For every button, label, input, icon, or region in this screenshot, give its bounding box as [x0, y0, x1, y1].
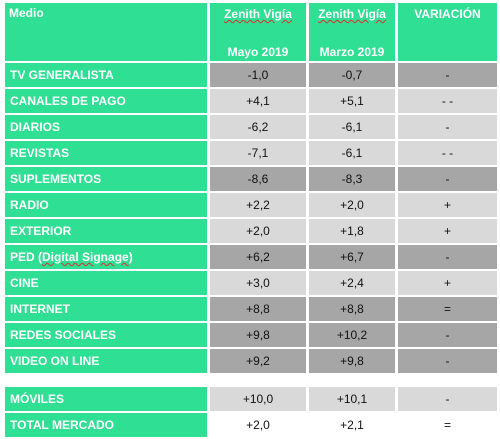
header-mayo-line2: Mayo 2019: [227, 45, 289, 59]
row-marzo-value: +1,8: [309, 219, 395, 243]
row-name-text: PED (Digital Signage): [10, 250, 133, 264]
spacer-row: [5, 375, 497, 385]
row-name: DIARIOS: [5, 115, 207, 139]
table-row: VIDEO ON LINE +9,2 +9,8-: [5, 349, 497, 373]
table-footer: MÓVILES +10,0 +10,1- TOTAL MERCADO +2,0 +2,1 =: [5, 375, 497, 437]
row-variacion-value: -: [398, 63, 497, 87]
table-row: CANALES DE PAGO +4,1 +5,1- -: [5, 89, 497, 113]
row-marzo-value: +2,0: [309, 193, 395, 217]
row-variacion-value: -: [398, 167, 497, 191]
footer-row: TOTAL MERCADO +2,0 +2,1 =: [5, 413, 497, 437]
row-mayo-value: +2,0: [210, 219, 306, 243]
row-mayo-value: +8,8: [210, 297, 306, 321]
row-marzo-value: +9,8: [309, 349, 395, 373]
footer-marzo-value: +2,1: [309, 413, 395, 437]
header-marzo-line2: Marzo 2019: [319, 45, 385, 59]
table-row: PED (Digital Signage) +6,2 +6,7-: [5, 245, 497, 269]
header-mayo-2019: Zenith Vigía Mayo 2019: [210, 3, 306, 61]
table-row: TV GENERALISTA -1,0 -0,7-: [5, 63, 497, 87]
header-marzo-2019: Zenith Vigía Marzo 2019: [309, 3, 395, 61]
row-marzo-value: +5,1: [309, 89, 395, 113]
footer-variacion-value: -: [398, 387, 497, 411]
row-marzo-value: +2,4: [309, 271, 395, 295]
row-name: CINE: [5, 271, 207, 295]
row-marzo-value: -8,3: [309, 167, 395, 191]
row-variacion-value: =: [398, 297, 497, 321]
row-name: INTERNET: [5, 297, 207, 321]
table-row: EXTERIOR +2,0 +1,8 +: [5, 219, 497, 243]
row-name: REDES SOCIALES: [5, 323, 207, 347]
row-variacion-value: +: [398, 271, 497, 295]
row-name: SUPLEMENTOS: [5, 167, 207, 191]
row-variacion-value: - -: [398, 141, 497, 165]
row-variacion-value: -: [398, 349, 497, 373]
row-mayo-value: +4,1: [210, 89, 306, 113]
header-medio: Medio: [5, 3, 207, 61]
table-row: SUPLEMENTOS -8,6 -8,3-: [5, 167, 497, 191]
header-variacion: VARIACIÓN: [398, 3, 497, 61]
footer-variacion-value: =: [398, 413, 497, 437]
row-mayo-value: +3,0: [210, 271, 306, 295]
row-mayo-value: -8,6: [210, 167, 306, 191]
row-marzo-value: -0,7: [309, 63, 395, 87]
table-row: REVISTAS -7,1 -6,1- -: [5, 141, 497, 165]
header-row: Medio Zenith Vigía Mayo 2019 Zenith Vigí…: [5, 3, 497, 61]
row-mayo-value: +9,2: [210, 349, 306, 373]
table-body: TV GENERALISTA -1,0 -0,7- CANALES DE PAGO +4…: [5, 63, 497, 373]
row-name: CANALES DE PAGO: [5, 89, 207, 113]
row-name: PED (Digital Signage): [5, 245, 207, 269]
row-name: RADIO: [5, 193, 207, 217]
table-row: INTERNET +8,8 +8,8 =: [5, 297, 497, 321]
row-mayo-value: -6,2: [210, 115, 306, 139]
row-mayo-value: +6,2: [210, 245, 306, 269]
footer-row-name: TOTAL MERCADO: [5, 413, 207, 437]
header-mayo-line1: Zenith Vigía: [224, 7, 292, 21]
footer-mayo-value: +10,0: [210, 387, 306, 411]
table-row: RADIO +2,2 +2,0 +: [5, 193, 497, 217]
row-marzo-value: -6,1: [309, 141, 395, 165]
table-row: CINE +3,0 +2,4 +: [5, 271, 497, 295]
row-name: EXTERIOR: [5, 219, 207, 243]
footer-row-name: MÓVILES: [5, 387, 207, 411]
row-variacion-value: +: [398, 193, 497, 217]
footer-mayo-value: +2,0: [210, 413, 306, 437]
row-variacion-value: - -: [398, 89, 497, 113]
row-mayo-value: +9,8: [210, 323, 306, 347]
row-mayo-value: +2,2: [210, 193, 306, 217]
row-mayo-value: -7,1: [210, 141, 306, 165]
row-name: REVISTAS: [5, 141, 207, 165]
row-marzo-value: +6,7: [309, 245, 395, 269]
row-marzo-value: +8,8: [309, 297, 395, 321]
row-variacion-value: -: [398, 245, 497, 269]
table-row: REDES SOCIALES +9,8 +10,2-: [5, 323, 497, 347]
row-marzo-value: -6,1: [309, 115, 395, 139]
row-mayo-value: -1,0: [210, 63, 306, 87]
header-marzo-line1: Zenith Vigía: [318, 7, 386, 21]
footer-marzo-value: +10,1: [309, 387, 395, 411]
row-name: VIDEO ON LINE: [5, 349, 207, 373]
row-variacion-value: -: [398, 323, 497, 347]
table-row: DIARIOS -6,2 -6,1-: [5, 115, 497, 139]
row-name: TV GENERALISTA: [5, 63, 207, 87]
row-variacion-value: -: [398, 115, 497, 139]
row-marzo-value: +10,2: [309, 323, 395, 347]
footer-row: MÓVILES +10,0 +10,1-: [5, 387, 497, 411]
row-variacion-value: +: [398, 219, 497, 243]
